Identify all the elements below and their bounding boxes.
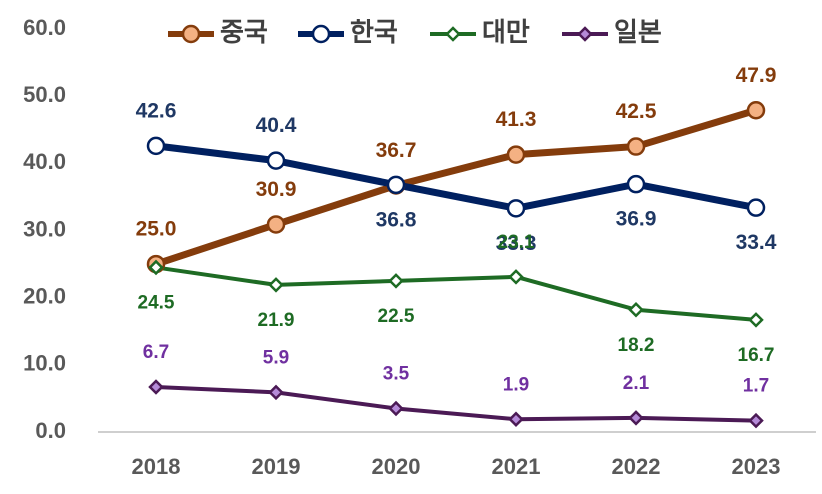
- data-label: 25.0: [136, 218, 177, 241]
- data-label: 41.3: [496, 108, 537, 131]
- marker: [148, 259, 164, 276]
- data-label: 42.6: [136, 99, 177, 122]
- data-label: 3.5: [383, 364, 410, 385]
- series-line: [155, 385, 757, 423]
- marker: [268, 384, 284, 401]
- marker: [748, 312, 764, 328]
- series-line: [155, 265, 757, 322]
- y-tick-label: 10.0: [23, 351, 66, 376]
- marker: [388, 400, 404, 417]
- y-tick-label: 0.0: [35, 418, 66, 443]
- marker: [506, 199, 526, 218]
- y-tick-label: 40.0: [23, 149, 66, 174]
- y-tick-label: 60.0: [23, 15, 66, 40]
- marker: [146, 136, 166, 156]
- legend-label: 대만: [482, 17, 530, 47]
- data-label: 2.1: [623, 373, 650, 394]
- data-label: 47.9: [736, 64, 777, 87]
- marker: [748, 412, 764, 429]
- data-label: 33.3: [496, 232, 537, 255]
- data-label: 5.9: [263, 347, 289, 368]
- data-label: 18.2: [618, 335, 655, 356]
- data-label: 21.9: [258, 310, 295, 331]
- marker: [148, 379, 164, 395]
- marker: [508, 269, 524, 285]
- y-tick-label: 50.0: [23, 82, 66, 107]
- marker: [626, 174, 646, 194]
- marker: [266, 215, 286, 234]
- data-label: 30.9: [256, 178, 297, 201]
- data-label: 24.5: [138, 292, 175, 313]
- x-tick-label: 2018: [132, 454, 181, 479]
- marker: [386, 175, 406, 195]
- data-label: 16.7: [738, 345, 775, 366]
- legend-label: 한국: [350, 17, 398, 47]
- data-label: 23.1: [498, 232, 535, 253]
- marker: [268, 277, 284, 293]
- x-tick-label: 2022: [612, 454, 661, 479]
- data-label: 42.5: [616, 100, 657, 123]
- marker: [506, 145, 526, 164]
- x-tick-label: 2019: [252, 454, 301, 479]
- marker: [626, 137, 646, 156]
- data-label: 36.7: [376, 139, 417, 162]
- series-line: [154, 106, 758, 268]
- marker: [388, 273, 404, 289]
- legend-marker: [577, 26, 593, 42]
- marker: [746, 101, 766, 120]
- legend-marker: [311, 24, 331, 44]
- legend-label: 중국: [220, 17, 268, 47]
- data-label: 33.4: [736, 231, 777, 254]
- marker: [508, 411, 524, 428]
- data-label: 40.4: [256, 114, 297, 137]
- series-line: [155, 142, 757, 212]
- x-tick-label: 2021: [492, 454, 541, 479]
- marker: [746, 198, 766, 217]
- data-label: 6.7: [143, 342, 169, 363]
- y-tick-label: 20.0: [23, 283, 66, 308]
- marker: [628, 410, 644, 426]
- data-label: 1.7: [743, 376, 769, 397]
- legend-label: 일본: [614, 17, 662, 47]
- data-label: 22.5: [378, 306, 415, 327]
- marker: [628, 301, 644, 318]
- data-label: 36.9: [616, 208, 657, 231]
- data-label: 36.8: [376, 208, 417, 231]
- x-tick-label: 2023: [732, 454, 781, 479]
- marker: [266, 151, 286, 170]
- x-tick-label: 2020: [372, 454, 421, 479]
- legend-marker: [445, 26, 461, 42]
- y-tick-label: 30.0: [23, 216, 66, 241]
- legend-marker: [181, 24, 201, 44]
- data-label: 1.9: [503, 374, 529, 395]
